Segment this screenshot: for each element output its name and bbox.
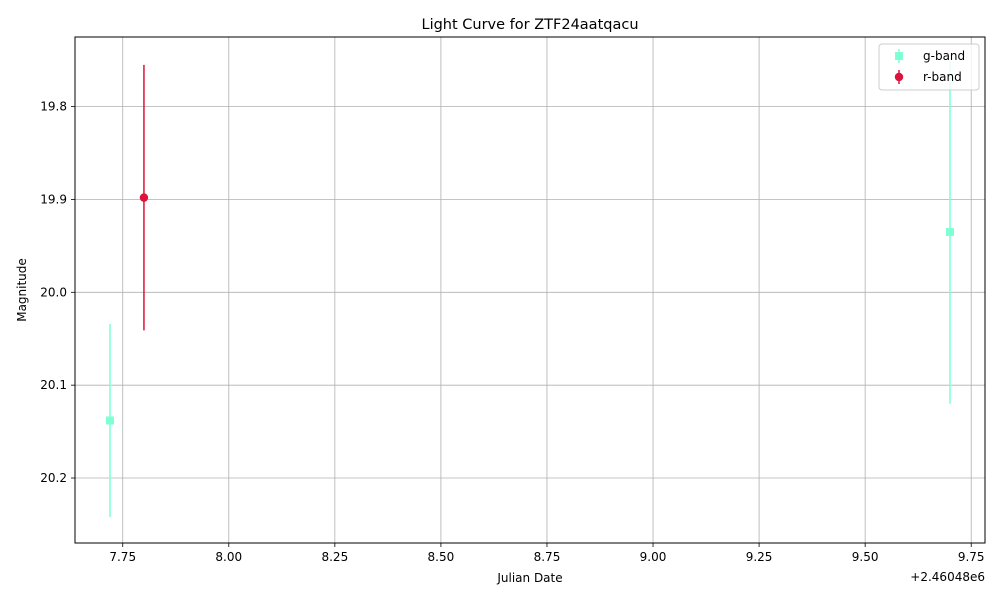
y-tick-label: 20.0	[40, 285, 67, 299]
r-band-point	[139, 193, 149, 202]
y-tick-label: 20.2	[40, 471, 67, 485]
chart-title: Light Curve for ZTF24aatqacu	[421, 17, 638, 33]
g-band-point	[946, 227, 954, 236]
g-band-point	[106, 416, 114, 425]
y-tick-label: 20.1	[40, 378, 67, 392]
y-axis-label: Magnitude	[15, 258, 29, 322]
x-tick-label: 9.75	[958, 550, 985, 564]
axis-ticks: 7.75 8.00 8.25 8.50 8.75 9.00 9.25 9.50 9.75 19.8…	[40, 100, 984, 564]
x-tick-label: 8.00	[215, 550, 242, 564]
x-tick-label: 8.25	[321, 550, 348, 564]
y-tick-label: 19.9	[40, 192, 67, 206]
plot-frame	[74, 36, 986, 544]
legend: g-band r-band	[878, 43, 980, 91]
x-tick-label: 7.75	[109, 550, 136, 564]
x-tick-label: 8.50	[428, 550, 455, 564]
x-tick-label: 9.00	[640, 550, 667, 564]
x-tick-label: 9.25	[746, 550, 773, 564]
x-axis-offset-label: +2.46048e6	[910, 570, 985, 584]
legend-r-band-marker	[894, 72, 904, 82]
x-tick-label: 9.50	[852, 550, 879, 564]
legend-g-band-label: g-band	[923, 49, 965, 63]
grid-lines	[75, 37, 985, 543]
legend-r-band-label: r-band	[923, 70, 962, 84]
x-axis-label: Julian Date	[496, 571, 562, 585]
y-tick-label: 19.8	[40, 100, 67, 114]
legend-g-band-marker	[895, 52, 903, 60]
legend-box	[878, 43, 980, 91]
data-marks	[106, 60, 954, 518]
x-tick-label: 8.75	[534, 550, 561, 564]
